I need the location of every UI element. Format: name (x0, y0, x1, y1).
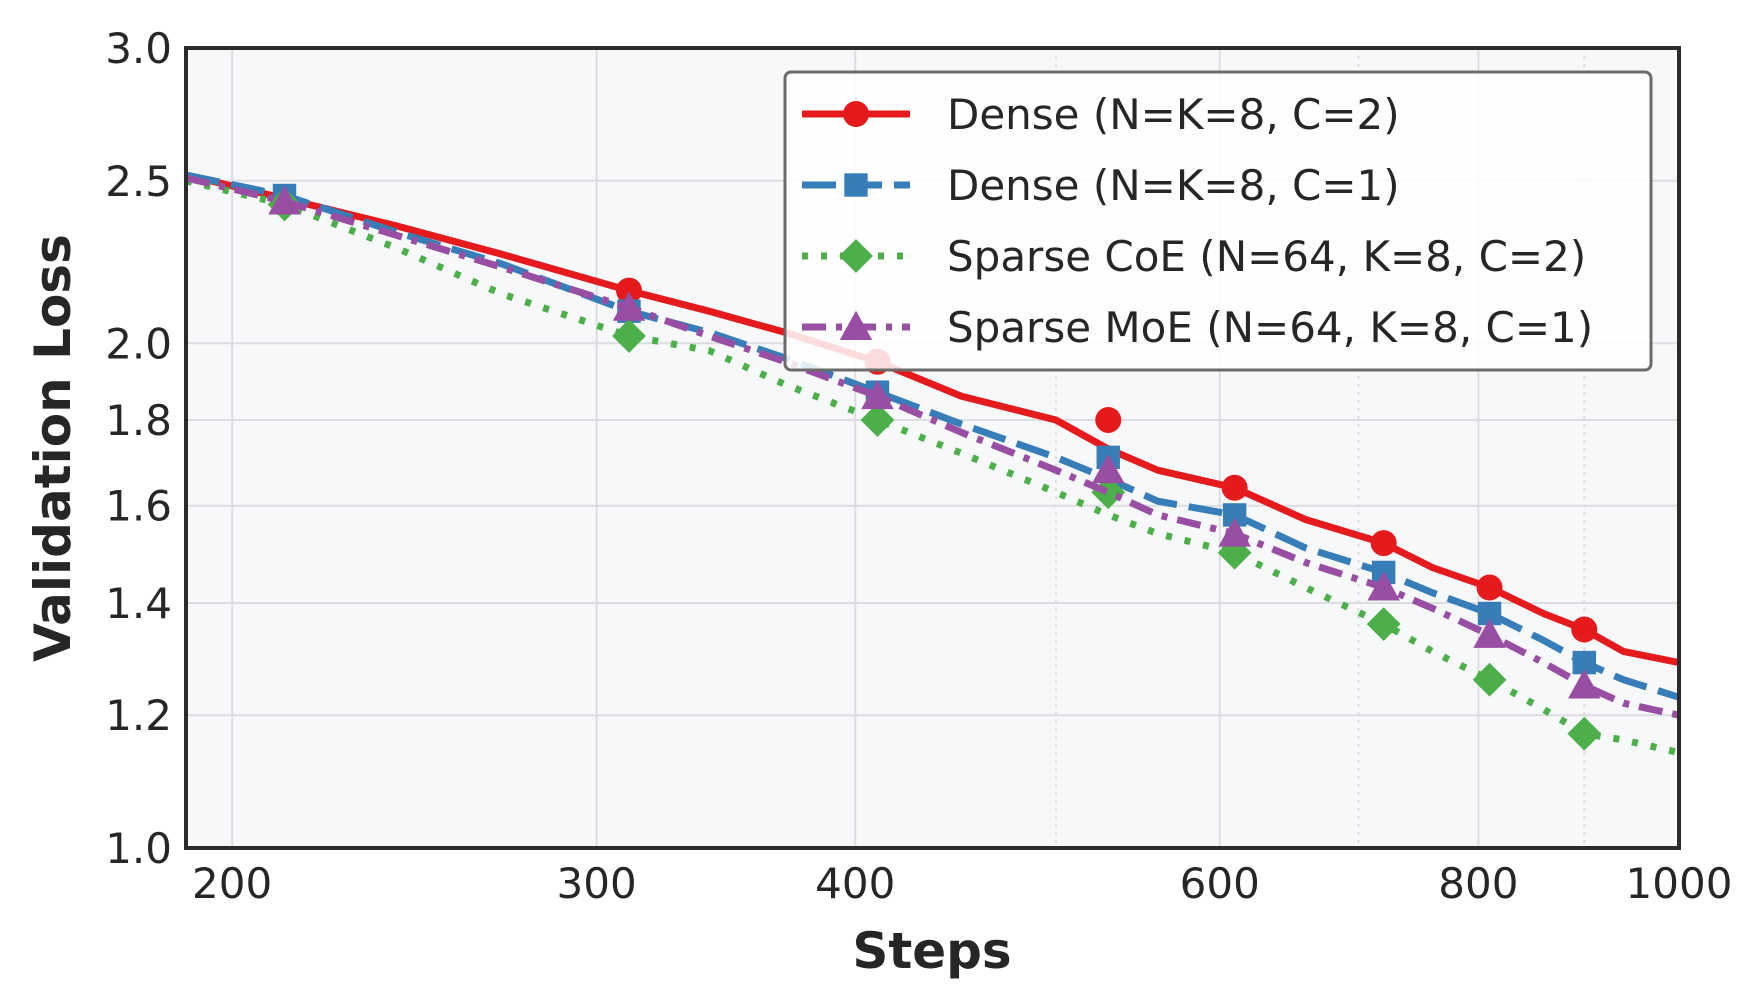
y-tick-label: 1.6 (105, 482, 172, 531)
y-axis-title: Validation Loss (24, 234, 82, 662)
series-4 (186, 174, 1679, 719)
legend-marker (844, 173, 868, 197)
series-line (186, 177, 1679, 757)
legend-marker (839, 239, 873, 273)
plot-frame (184, 46, 1681, 850)
x-tick-label: 400 (815, 859, 895, 908)
series-3 (186, 177, 1679, 757)
data-point-marker (1218, 517, 1251, 547)
data-point-marker (1095, 406, 1122, 433)
data-point-marker (1370, 530, 1397, 557)
x-axis-title: Steps (852, 922, 1011, 980)
data-point-marker (1222, 503, 1247, 527)
y-tick-label: 1.8 (105, 396, 172, 445)
data-point-marker (1367, 571, 1400, 601)
y-tick-label: 2.5 (105, 157, 172, 206)
data-point-marker (1366, 607, 1401, 641)
data-point-marker (1571, 616, 1598, 643)
legend-label: Sparse CoE (N=64, K=8, C=2) (947, 232, 1586, 281)
legend-marker (839, 310, 873, 340)
series-line (186, 174, 1679, 719)
legend-label: Sparse MoE (N=64, K=8, C=1) (947, 303, 1593, 352)
legend-label: Dense (N=K=8, C=1) (947, 161, 1400, 210)
legend-entry: Sparse MoE (N=64, K=8, C=1) (802, 303, 1593, 352)
data-point-marker (612, 291, 646, 321)
y-tick-label: 1.4 (105, 579, 172, 628)
legend-label: Dense (N=K=8, C=2) (947, 90, 1400, 139)
y-tick-label: 1.2 (105, 691, 172, 740)
legend-box (783, 70, 1653, 372)
x-tick-label: 200 (192, 859, 272, 908)
y-tick-label: 1.0 (105, 824, 172, 873)
x-tick-label: 800 (1438, 859, 1518, 908)
data-point-marker (268, 185, 301, 215)
y-tick-label: 2.0 (105, 319, 172, 368)
data-point-marker (1477, 601, 1502, 626)
x-tick-label: 300 (557, 859, 637, 908)
data-point-marker (1221, 474, 1248, 501)
x-tick-label: 600 (1180, 859, 1260, 908)
y-tick-label: 3.0 (105, 24, 172, 73)
data-point-marker (616, 277, 642, 304)
legend: Dense (N=K=8, C=2) Dense (N=K=8, C=1) Spar… (783, 70, 1653, 372)
data-point-marker (1091, 475, 1126, 510)
data-point-marker (1572, 650, 1596, 675)
data-point-marker (1217, 535, 1252, 570)
data-point-marker (861, 379, 894, 410)
data-point-marker (1472, 662, 1507, 697)
legend-entry: Dense (N=K=8, C=1) (802, 161, 1400, 210)
data-point-marker (1567, 716, 1602, 751)
data-point-marker (1091, 453, 1125, 484)
data-point-marker (1473, 618, 1506, 648)
data-point-marker (612, 319, 646, 353)
x-tick-label: 1000 (1626, 859, 1733, 908)
legend-marker (843, 101, 869, 127)
data-point-marker (1476, 574, 1503, 601)
tick-labels: 200 300 400 600 800 1000 1.0 1.2 1.4 1.6 1.8 2.0 2.5… (105, 24, 1732, 908)
data-point-marker (860, 403, 895, 437)
legend-entry: Sparse CoE (N=64, K=8, C=2) (802, 232, 1586, 281)
data-point-marker (1568, 669, 1601, 699)
legend-entry: Dense (N=K=8, C=2) (802, 90, 1400, 139)
